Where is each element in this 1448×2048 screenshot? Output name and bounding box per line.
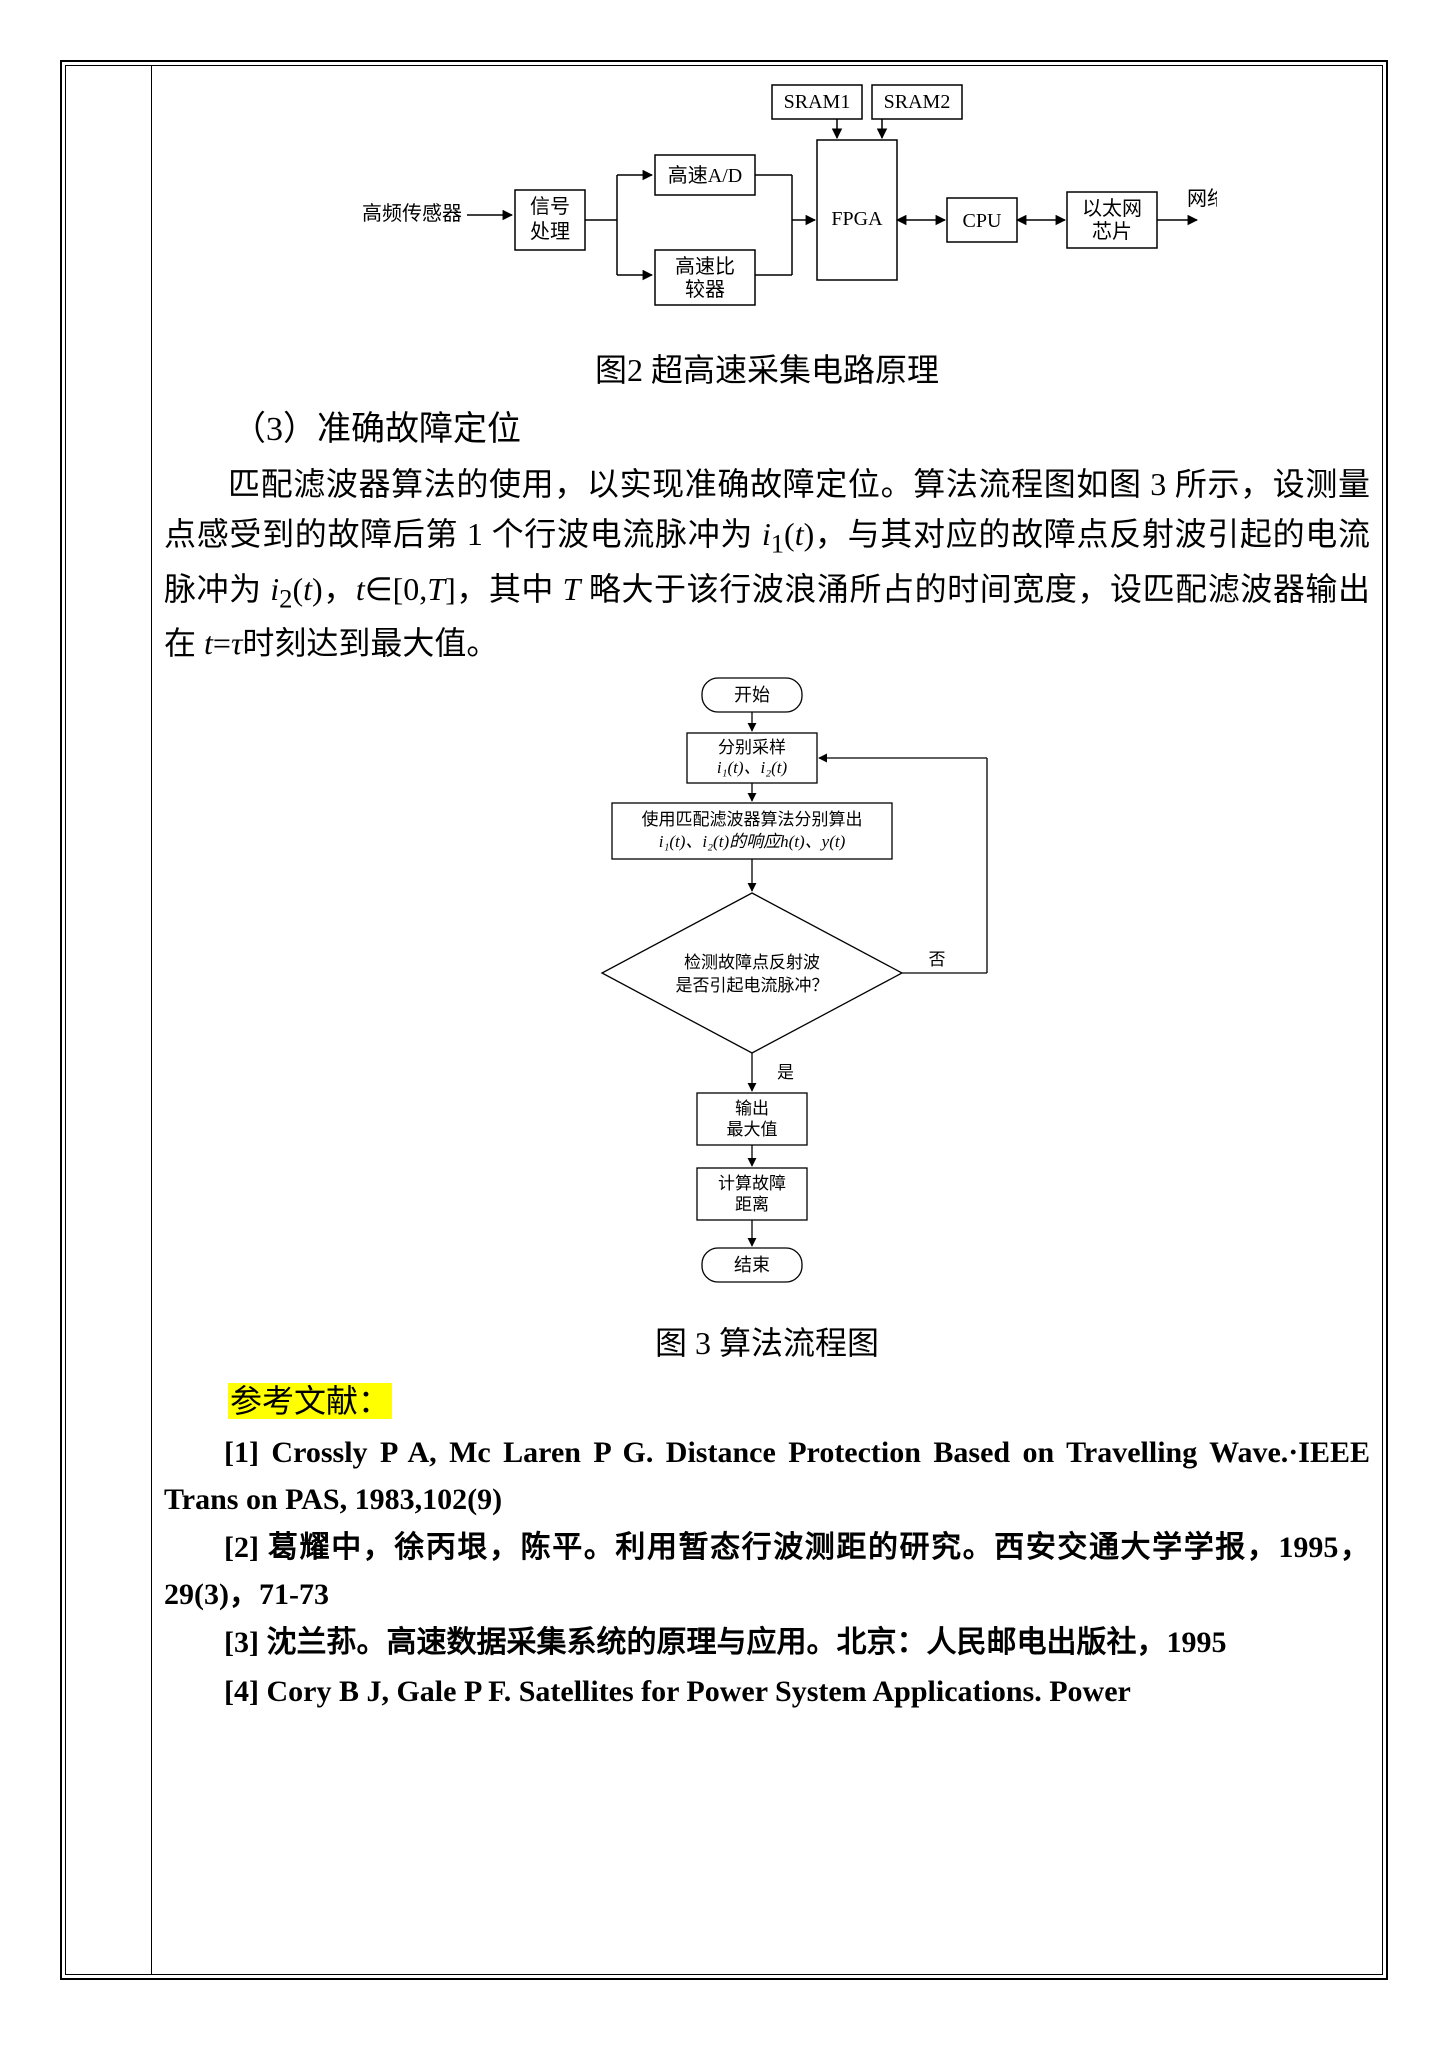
fig3-no: 否 (929, 950, 946, 969)
fig2-sram1: SRAM1 (784, 91, 851, 113)
content-area: 高频传感器 信号 处理 高速A/D 高速比 (152, 66, 1382, 1974)
fig2-sigproc-l2: 处理 (530, 220, 570, 243)
fig2-sensor-label: 高频传感器 (362, 202, 462, 225)
ref-3: [3] 沈兰荪。高速数据采集系统的原理与应用。北京：人民邮电出版社，1995 (164, 1620, 1370, 1667)
section-3-head: （3）准确故障定位 (164, 404, 1370, 457)
fig3-dec-l2: 是否引起电流脉冲？ (676, 976, 829, 995)
page-inner-border: 高频传感器 信号 处理 高速A/D 高速比 (65, 65, 1383, 1975)
fig2-sram2: SRAM2 (884, 91, 951, 113)
left-margin-column (66, 66, 152, 1974)
fig3-sample-l1: 分别采样 (718, 738, 786, 757)
fig2-caption: 图2 超高速采集电路原理 (164, 346, 1370, 396)
fig3-match-l1: 使用匹配滤波器算法分别算出 (642, 809, 863, 829)
fig2-fpga: FPGA (831, 208, 883, 230)
fig3-svg: 开始 分别采样 i₁(t)、i₂(t) 使用匹配滤波器算法分别算出 i₁(t)、… (447, 673, 1087, 1313)
fig2-adc: 高速A/D (668, 164, 742, 187)
figure-2: 高频传感器 信号 处理 高速A/D 高速比 (164, 80, 1370, 340)
fig3-out-l1: 输出 (735, 1099, 769, 1118)
para-3: 匹配滤波器算法的使用，以实现准确故障定位。算法流程图如图 3 所示，设测量点感受… (164, 460, 1370, 669)
fig3-start: 开始 (734, 685, 770, 705)
fig3-dec-l1: 检测故障点反射波 (684, 953, 820, 972)
fig2-comp-l2: 较器 (685, 278, 725, 301)
page-outer-border: 高频传感器 信号 处理 高速A/D 高速比 (60, 60, 1388, 1980)
fig2-net-label: 网络 (1187, 187, 1217, 210)
ref-2: [2] 葛耀中，徐丙垠，陈平。利用暂态行波测距的研究。西安交通大学学报，1995… (164, 1525, 1370, 1618)
figure-3: 开始 分别采样 i₁(t)、i₂(t) 使用匹配滤波器算法分别算出 i₁(t)、… (164, 673, 1370, 1313)
fig3-caption: 图 3 算法流程图 (164, 1319, 1370, 1369)
ref-4: [4] Cory B J, Gale P F. Satellites for P… (164, 1669, 1370, 1716)
fig3-out-l2: 最大值 (727, 1120, 778, 1139)
fig2-eth-l2: 芯片 (1092, 220, 1132, 243)
fig3-end: 结束 (734, 1255, 770, 1275)
ref-1: [1] Crossly P A, Mc Laren P G. Distance … (164, 1430, 1370, 1523)
fig2-svg: 高频传感器 信号 处理 高速A/D 高速比 (317, 80, 1217, 340)
references-heading: 参考文献： (228, 1383, 392, 1419)
references-heading-wrap: 参考文献： (164, 1377, 1370, 1427)
fig3-calc-l2: 距离 (735, 1195, 769, 1214)
fig2-comp-l1: 高速比 (675, 255, 735, 278)
fig3-yes: 是 (777, 1063, 794, 1082)
fig3-sample-l2: i₁(t)、i₂(t) (717, 758, 788, 777)
fig3-calc-l1: 计算故障 (718, 1174, 786, 1193)
fig2-cpu: CPU (963, 210, 1002, 232)
fig3-match-l2: i₁(t)、i₂(t)的响应h(t)、y(t) (659, 832, 846, 851)
fig2-eth-l1: 以太网 (1082, 197, 1142, 220)
fig2-sigproc-l1: 信号 (530, 195, 570, 218)
